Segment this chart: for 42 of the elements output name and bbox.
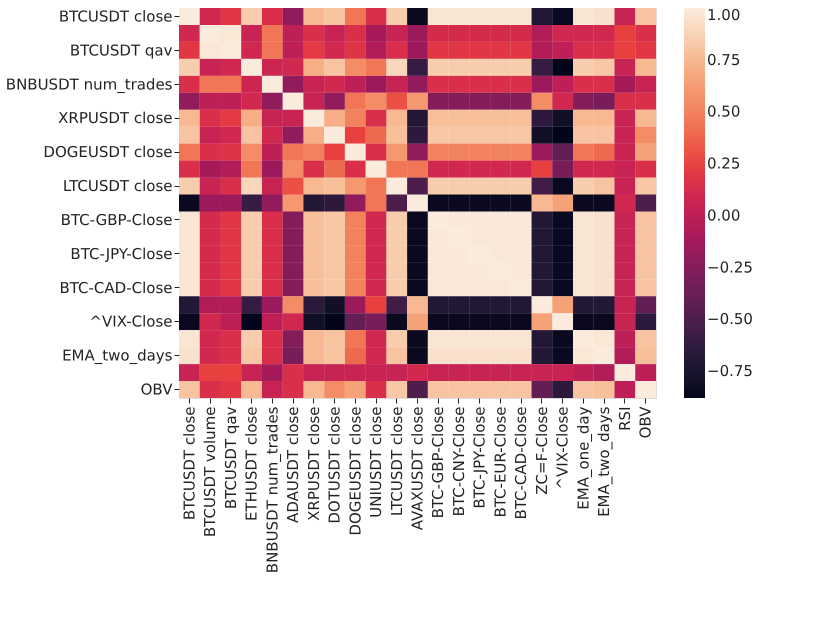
x-tick-label: BTC-CNY-Close bbox=[450, 406, 468, 516]
color-bar-label: −0.25 bbox=[707, 258, 753, 276]
x-tick-label: XRPUSDT close bbox=[304, 406, 323, 521]
y-tick-label: EMA_two_days bbox=[62, 346, 173, 365]
x-tick-label: ETHUSDT close bbox=[242, 406, 261, 522]
x-tick-label: BTC-EUR-Close bbox=[491, 406, 510, 518]
x-tick-label: DOTUSDT close bbox=[326, 406, 344, 524]
x-tick-label: BTC-CAD-Close bbox=[512, 406, 530, 520]
x-tick-label: AVAXUSDT close bbox=[408, 406, 426, 530]
x-tick-label: ^VIX-Close bbox=[554, 406, 572, 490]
color-bar-label: 0.75 bbox=[707, 50, 740, 69]
color-bar-label: 1.00 bbox=[707, 6, 740, 24]
x-tick-label: BNBUSDT num_trades bbox=[263, 406, 282, 574]
color-bar-label: 0.50 bbox=[707, 102, 740, 121]
color-bar-label: −0.75 bbox=[707, 362, 753, 380]
x-tick-label: RSI bbox=[616, 406, 634, 431]
x-tick-label: BTCUSDT volume bbox=[201, 406, 220, 538]
x-tick-label: OBV bbox=[636, 406, 655, 438]
y-tick-label: BTCUSDT close bbox=[58, 7, 172, 26]
color-bar-label: 0.25 bbox=[707, 154, 740, 173]
y-tick-label: BNBUSDT num_trades bbox=[6, 75, 173, 94]
y-tick-label: BTC-JPY-Close bbox=[70, 244, 172, 263]
x-tick-label: EMA_one_day bbox=[574, 406, 592, 510]
x-tick-label: BTC-GBP-Close bbox=[429, 406, 448, 518]
x-tick-label: ZC=F-Close bbox=[532, 406, 551, 495]
y-tick-label: XRPUSDT close bbox=[58, 109, 172, 128]
y-tick-label: DOGEUSDT close bbox=[43, 143, 172, 162]
y-tick-label: BTC-GBP-Close bbox=[60, 210, 172, 229]
y-tick-label: BTC-CAD-Close bbox=[59, 278, 172, 297]
x-tick-label: UNIUSDT close bbox=[367, 406, 386, 518]
x-tick-label: LTCUSDT close bbox=[388, 406, 406, 516]
y-tick-label: LTCUSDT close bbox=[62, 177, 172, 196]
x-tick-label: BTC-JPY-Close bbox=[470, 406, 489, 509]
x-tick-label: ADAUSDT close bbox=[284, 406, 302, 523]
x-tick-label: BTCUSDT qav bbox=[222, 406, 240, 510]
color-bar-label: 0.00 bbox=[707, 206, 740, 224]
y-tick-label: OBV bbox=[140, 380, 174, 399]
x-tick-label: DOGEUSDT close bbox=[346, 406, 364, 536]
y-tick-label: BTCUSDT qav bbox=[70, 41, 173, 60]
color-bar-label: −0.50 bbox=[707, 310, 753, 328]
y-tick-label: ^VIX-Close bbox=[89, 312, 172, 331]
x-tick-label: EMA_two_days bbox=[595, 406, 614, 517]
